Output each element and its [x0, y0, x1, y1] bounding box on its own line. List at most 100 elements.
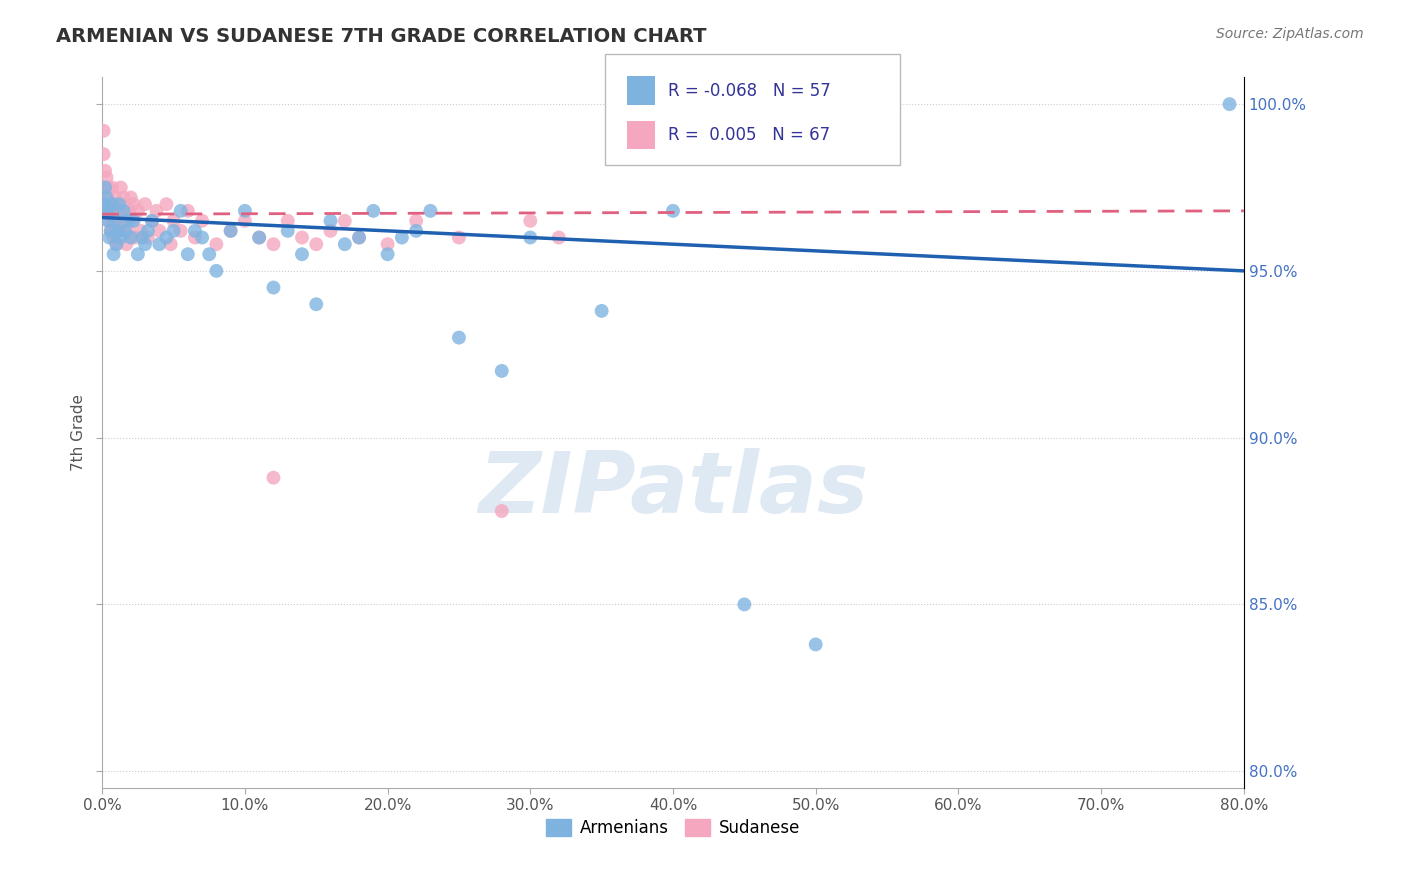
- Point: [148, 224, 170, 238]
- Point: [491, 504, 513, 518]
- Text: ARMENIAN VS SUDANESE 7TH GRADE CORRELATION CHART: ARMENIAN VS SUDANESE 7TH GRADE CORRELATI…: [56, 27, 707, 45]
- Point: [117, 214, 139, 228]
- Point: [114, 224, 136, 238]
- Point: [262, 470, 284, 484]
- Point: [114, 214, 136, 228]
- Point: [262, 237, 284, 252]
- Point: [405, 214, 427, 228]
- Point: [134, 237, 156, 252]
- Point: [105, 237, 128, 252]
- Point: [447, 230, 470, 244]
- Point: [108, 203, 131, 218]
- Point: [333, 237, 356, 252]
- Point: [107, 224, 129, 238]
- Point: [97, 203, 120, 218]
- Point: [96, 190, 118, 204]
- Point: [107, 197, 129, 211]
- Point: [447, 330, 470, 344]
- Text: Source: ZipAtlas.com: Source: ZipAtlas.com: [1216, 27, 1364, 41]
- Point: [112, 190, 135, 204]
- Point: [405, 224, 427, 238]
- Point: [191, 214, 214, 228]
- Point: [391, 230, 413, 244]
- Point: [93, 197, 115, 211]
- Point: [110, 230, 132, 244]
- Point: [98, 197, 121, 211]
- Point: [733, 598, 755, 612]
- Point: [162, 214, 184, 228]
- Point: [96, 170, 118, 185]
- Point: [205, 237, 228, 252]
- Point: [103, 197, 125, 211]
- Point: [98, 230, 121, 244]
- Point: [155, 230, 177, 244]
- Point: [247, 230, 270, 244]
- Point: [98, 214, 121, 228]
- Y-axis label: 7th Grade: 7th Grade: [72, 394, 86, 471]
- Point: [184, 224, 207, 238]
- Point: [591, 304, 613, 318]
- Point: [145, 203, 167, 218]
- Point: [112, 203, 135, 218]
- Point: [363, 203, 385, 218]
- Point: [162, 224, 184, 238]
- Point: [219, 224, 242, 238]
- Point: [105, 237, 128, 252]
- Point: [547, 230, 569, 244]
- Point: [97, 180, 120, 194]
- Point: [121, 214, 143, 228]
- Point: [120, 230, 142, 244]
- Point: [108, 197, 131, 211]
- Point: [177, 203, 200, 218]
- Point: [104, 203, 127, 218]
- Point: [107, 224, 129, 238]
- Text: ZIPatlas: ZIPatlas: [478, 448, 868, 531]
- Point: [94, 180, 117, 194]
- Point: [104, 190, 127, 204]
- Point: [377, 247, 399, 261]
- Point: [110, 180, 132, 194]
- Point: [100, 224, 122, 238]
- Point: [277, 224, 299, 238]
- Point: [419, 203, 441, 218]
- Point: [333, 214, 356, 228]
- Point: [120, 190, 142, 204]
- Point: [105, 214, 128, 228]
- Point: [170, 203, 193, 218]
- Point: [491, 364, 513, 378]
- Point: [122, 197, 145, 211]
- Point: [184, 230, 207, 244]
- Point: [103, 247, 125, 261]
- Point: [115, 237, 138, 252]
- Point: [127, 247, 149, 261]
- Point: [96, 203, 118, 218]
- Point: [94, 180, 117, 194]
- Point: [319, 214, 342, 228]
- Point: [198, 247, 221, 261]
- Point: [804, 637, 827, 651]
- Legend: Armenians, Sudanese: Armenians, Sudanese: [540, 812, 807, 844]
- Point: [291, 247, 314, 261]
- Text: R = -0.068   N = 57: R = -0.068 N = 57: [668, 82, 831, 100]
- Point: [148, 237, 170, 252]
- Point: [93, 124, 115, 138]
- Point: [262, 280, 284, 294]
- Point: [104, 214, 127, 228]
- Point: [662, 203, 685, 218]
- Point: [155, 197, 177, 211]
- Point: [277, 214, 299, 228]
- Point: [170, 224, 193, 238]
- Point: [1218, 97, 1240, 112]
- Point: [233, 203, 256, 218]
- Point: [319, 224, 342, 238]
- Point: [100, 203, 122, 218]
- Point: [101, 214, 124, 228]
- Text: R =  0.005   N = 67: R = 0.005 N = 67: [668, 126, 830, 144]
- Point: [117, 224, 139, 238]
- Point: [93, 147, 115, 161]
- Point: [233, 214, 256, 228]
- Point: [219, 224, 242, 238]
- Point: [127, 203, 149, 218]
- Point: [111, 203, 134, 218]
- Point: [177, 247, 200, 261]
